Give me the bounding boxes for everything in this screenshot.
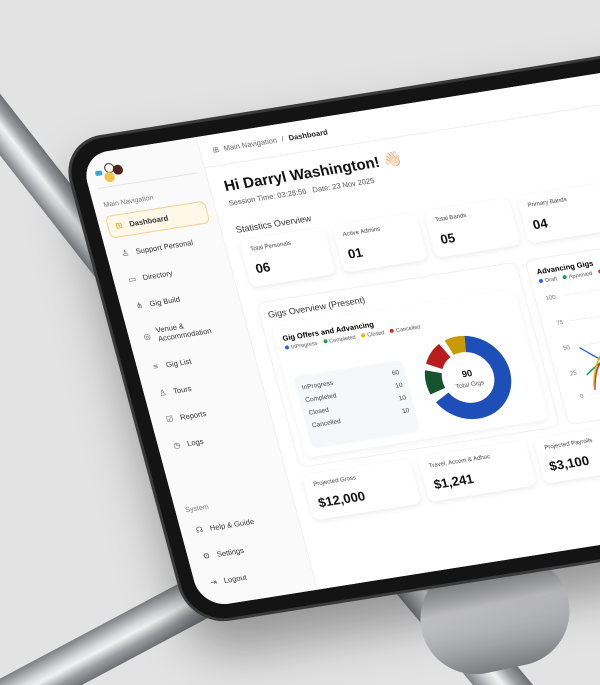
- breadcrumb-separator: /: [280, 134, 285, 144]
- travel-accom-adhoc-card[interactable]: Travel, Accom & Adhoc $1,241: [417, 440, 538, 503]
- grid-icon: ⊞: [211, 144, 220, 155]
- legend-inprogress: InProgress: [284, 341, 318, 352]
- location-icon: ◎: [142, 331, 152, 342]
- svg-text:100: 100: [545, 295, 557, 302]
- svg-text:90: 90: [461, 368, 474, 379]
- nodes-icon: ⋔: [134, 300, 144, 311]
- headset-icon: ☊: [194, 524, 205, 535]
- folder-icon: ▭: [127, 274, 138, 285]
- breadcrumb-root[interactable]: Main Navigation: [222, 135, 278, 153]
- gear-icon: ⚙: [201, 551, 212, 562]
- svg-text:Total Gigs: Total Gigs: [455, 379, 485, 390]
- stat-card-total-personals[interactable]: Total Personals 06: [238, 227, 336, 288]
- projected-payrolls-card[interactable]: Projected Payrolls $3,100: [532, 422, 600, 484]
- legend-cancelled: Cancelled: [389, 324, 421, 335]
- logs-icon: ◷: [172, 440, 182, 451]
- gig-offers-card: Gig Offers and Advancing InProgress Comp…: [271, 289, 549, 458]
- legend-approved: Approved: [562, 271, 593, 281]
- gigs-overview-panel: Gigs Overview (Present) Gig Offers and A…: [255, 261, 561, 468]
- svg-text:0: 0: [580, 394, 585, 400]
- legend-closed: Closed: [360, 330, 385, 339]
- reports-icon: ☑: [165, 414, 175, 425]
- stat-card-total-bands[interactable]: Total Bands 05: [423, 197, 521, 258]
- stat-card-primary-bands[interactable]: Primary Bands 04: [516, 183, 600, 244]
- tablet-screen: Main Navigation ⊞ Dashboard ♙ Support Pe…: [80, 60, 600, 609]
- user-icon: ♙: [120, 248, 131, 259]
- breadcrumb-current: Dashboard: [287, 127, 329, 143]
- dashboard-icon: ⊞: [114, 220, 124, 231]
- logout-icon: ⇥: [209, 577, 219, 588]
- legend-completed: Completed: [322, 335, 356, 346]
- svg-text:50: 50: [563, 345, 572, 352]
- stat-card-active-admins[interactable]: Active Admins 01: [331, 212, 429, 273]
- logo: [90, 148, 198, 190]
- donut-svg: 90 Total Gigs: [425, 335, 512, 420]
- gig-status-table: InProgress 60 Completed 10 Closed 10 Cancel…: [292, 359, 422, 449]
- gig-donut-chart: 90 Total Gigs: [397, 323, 539, 431]
- tablet-frame: Main Navigation ⊞ Dashboard ♙ Support Pe…: [58, 41, 600, 628]
- list-icon: ≡: [152, 361, 160, 372]
- svg-text:75: 75: [556, 320, 565, 327]
- legend-draft: Draft: [538, 276, 558, 285]
- projected-gross-card[interactable]: Projected Gross $12,000: [301, 458, 422, 521]
- svg-text:25: 25: [570, 370, 579, 377]
- advancing-line-chart: 100 75 50 25 0 Mon Tue: [545, 274, 600, 400]
- tours-icon: ♙: [158, 388, 168, 398]
